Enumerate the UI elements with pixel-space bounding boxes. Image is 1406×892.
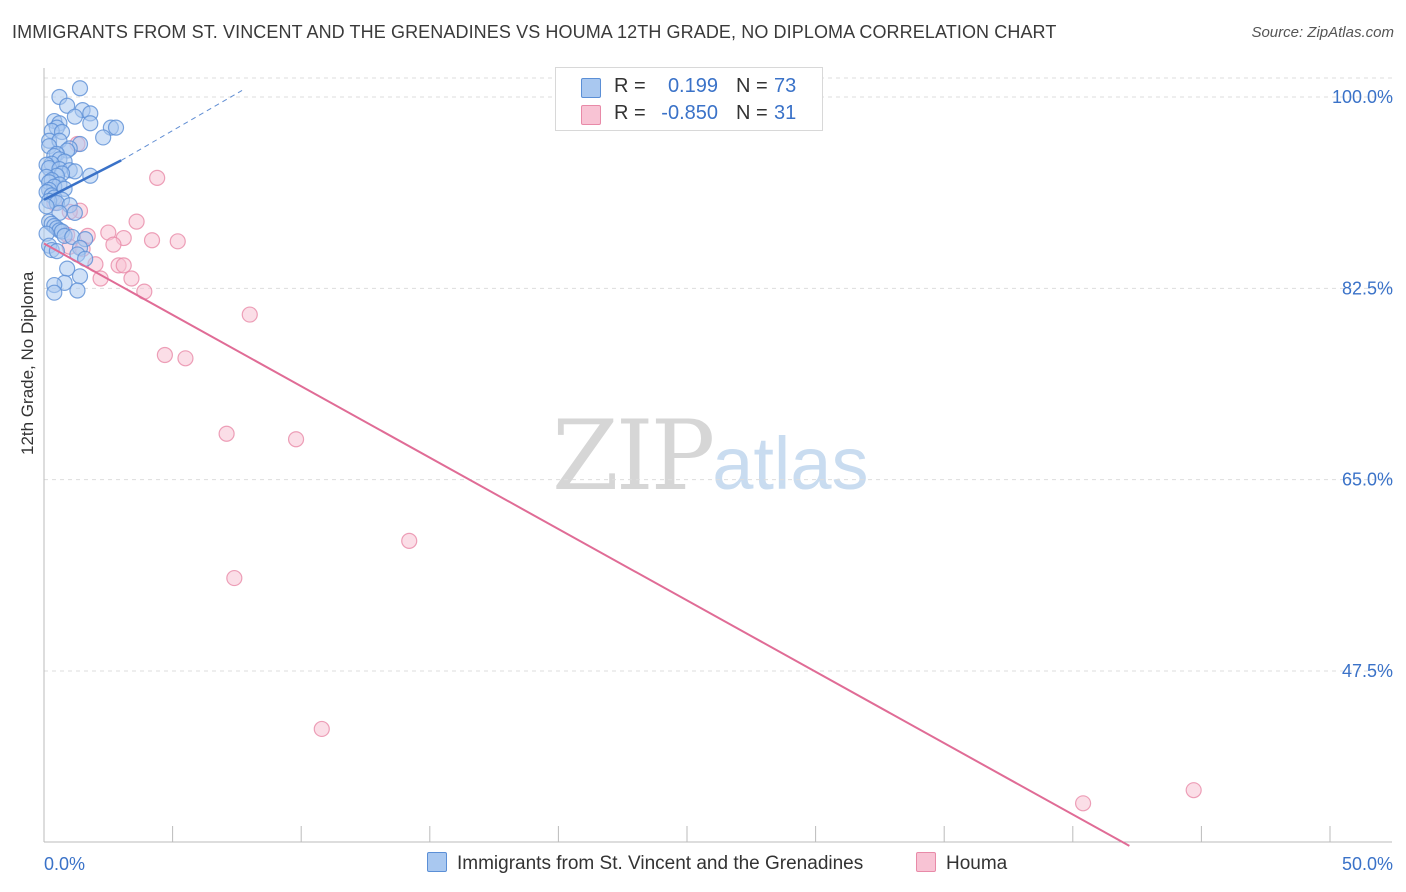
blue-point [69, 282, 86, 299]
pink-point [287, 431, 305, 448]
pink-point [105, 236, 122, 253]
legend-r-value: -0.850 [661, 102, 718, 124]
pink-trend-line [43, 242, 1130, 847]
pink-point [143, 232, 161, 249]
legend-n-label: N = [736, 75, 768, 97]
pink-point [128, 213, 145, 230]
pink-point [177, 350, 194, 367]
blue-point [59, 97, 76, 114]
legend-n-value: 31 [774, 102, 797, 124]
blue-point [71, 268, 89, 285]
series-legend: Immigrants from St. Vincent and the Gren… [0, 852, 1406, 878]
legend-n-label: N = [736, 102, 768, 124]
watermark-atlas: atlas [712, 422, 869, 505]
legend-row-pink: R = -0.850 N = 31 [556, 101, 822, 127]
blue-trend-extension [120, 90, 243, 161]
pink-point [226, 569, 243, 587]
pink-point [218, 425, 235, 442]
x-tick-label: 0.0% [44, 854, 85, 874]
series-legend-blue: Immigrants from St. Vincent and the Gren… [427, 852, 863, 875]
pink-point [1185, 782, 1202, 799]
legend-row-blue: R = 0.199 N = 73 [556, 74, 822, 100]
pink-swatch [916, 852, 936, 872]
series-legend-pink: Houma [916, 852, 1007, 875]
series-name: Immigrants from St. Vincent and the Gren… [457, 853, 864, 874]
blue-trend-line [43, 159, 122, 201]
x-tick-label: 50.0% [1342, 854, 1393, 874]
blue-point [82, 115, 99, 132]
blue-point [66, 204, 83, 221]
watermark-zip: ZIP [552, 400, 715, 512]
blue-point [46, 284, 63, 301]
correlation-legend: R = 0.199 N = 73 R = -0.850 N = 31 [555, 67, 823, 131]
pink-point [1074, 795, 1092, 812]
y-tick-label: 65.0% [1342, 470, 1393, 490]
blue-swatch [427, 852, 447, 872]
pink-point [169, 233, 186, 250]
pink-point [149, 169, 166, 187]
source-label: Source: ZipAtlas.com [1251, 24, 1394, 41]
blue-point [95, 129, 112, 146]
pink-point [115, 257, 132, 274]
legend-r-label: R = [614, 102, 646, 124]
legend-n-value: 73 [774, 75, 797, 97]
pink-point [156, 346, 173, 364]
y-tick-label: 82.5% [1342, 278, 1393, 298]
pink-swatch [581, 105, 601, 125]
blue-point [107, 119, 125, 136]
blue-point [71, 80, 89, 97]
y-axis-label: 12th Grade, No Diploma [18, 271, 37, 455]
pink-point [401, 532, 418, 549]
y-tick-label: 47.5% [1342, 661, 1393, 681]
pink-point [241, 306, 258, 323]
blue-swatch [581, 78, 601, 98]
y-tick-label: 100.0% [1332, 87, 1393, 107]
series-name: Houma [946, 853, 1008, 874]
blue-point [66, 108, 83, 125]
legend-r-label: R = [614, 75, 646, 97]
pink-point [313, 720, 330, 738]
legend-r-value: 0.199 [667, 75, 718, 97]
chart-title: IMMIGRANTS FROM ST. VINCENT AND THE GREN… [12, 22, 1057, 42]
pink-point [123, 270, 140, 287]
watermark: ZIPatlas [552, 400, 869, 512]
